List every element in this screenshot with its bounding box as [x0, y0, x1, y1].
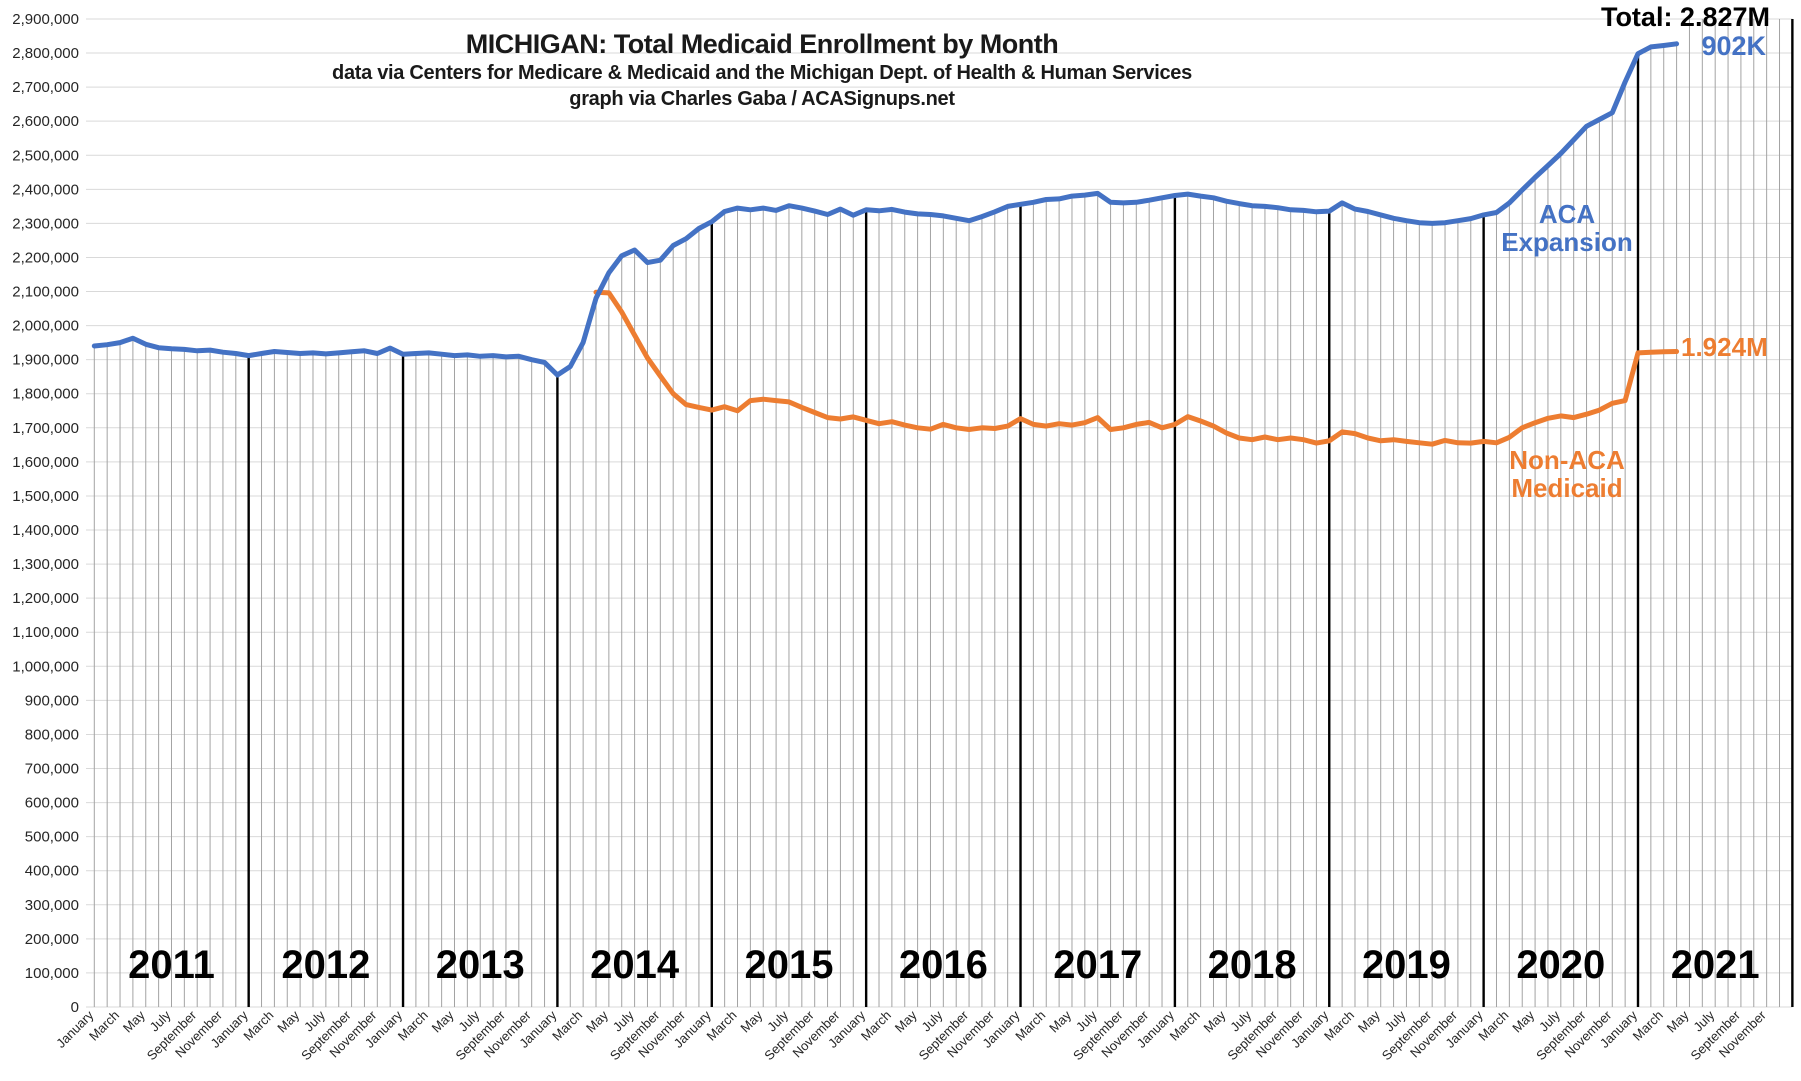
y-tick-label: 1,100,000	[12, 624, 79, 641]
total-value-annotation: Total: 2.827M	[1600, 2, 1770, 32]
nonaca-value-annotation: 1.924M	[1681, 332, 1768, 362]
x-tick-label: May	[1355, 1007, 1383, 1035]
year-label: 2019	[1362, 943, 1451, 987]
x-tick-label: May	[1046, 1007, 1074, 1035]
y-tick-label: 0	[71, 999, 79, 1016]
y-tick-label: 2,900,000	[12, 11, 79, 28]
y-tick-label: 1,500,000	[12, 488, 79, 505]
x-tick-label: May	[120, 1007, 148, 1035]
y-tick-label: 200,000	[25, 931, 79, 948]
x-tick-label: May	[1664, 1007, 1692, 1035]
x-tick-label: March	[240, 1008, 276, 1044]
x-tick-label: March	[395, 1008, 431, 1044]
x-tick-label: March	[1630, 1008, 1666, 1044]
y-tick-label: 2,800,000	[12, 45, 79, 62]
y-tick-label: 2,300,000	[12, 215, 79, 232]
year-label: 2013	[436, 943, 525, 987]
y-tick-label: 1,300,000	[12, 556, 79, 573]
nonaca-medicaid-line	[593, 289, 1680, 447]
y-tick-label: 1,000,000	[12, 658, 79, 675]
y-tick-label: 500,000	[25, 829, 79, 846]
year-label: 2011	[128, 943, 215, 987]
y-tick-label: 800,000	[25, 726, 79, 743]
y-tick-label: 300,000	[25, 897, 79, 914]
year-label: 2012	[281, 943, 370, 987]
y-tick-label: 600,000	[25, 795, 79, 812]
y-tick-label: 900,000	[25, 692, 79, 709]
x-tick-label: May	[737, 1007, 765, 1035]
x-tick-label: May	[1509, 1007, 1537, 1035]
x-tick-label: March	[86, 1008, 122, 1044]
y-tick-label: 1,900,000	[12, 352, 79, 369]
year-label: 2016	[899, 943, 988, 987]
year-label: 2014	[590, 943, 680, 987]
x-tick-label: May	[274, 1007, 302, 1035]
x-tick-label: March	[1167, 1008, 1203, 1044]
x-tick-label: March	[703, 1008, 739, 1044]
nonaca-series-label: Non-ACA Medicaid	[1467, 446, 1667, 502]
y-tick-label: 2,700,000	[12, 79, 79, 96]
y-tick-label: 1,800,000	[12, 386, 79, 403]
aca-expansion-label-line1: ACA	[1538, 199, 1596, 229]
x-tick-label: March	[549, 1008, 585, 1044]
x-tick-label: March	[858, 1008, 894, 1044]
x-tick-label: March	[1321, 1008, 1357, 1044]
y-tick-label: 2,400,000	[12, 181, 79, 198]
aca-expansion-series-label: ACA Expansion	[1467, 200, 1667, 256]
total-medicaid-line	[91, 41, 1680, 378]
x-tick-label: March	[1475, 1008, 1511, 1044]
x-tick-label: March	[1012, 1008, 1048, 1044]
x-tick-label: May	[1200, 1007, 1228, 1035]
y-tick-label: 1,200,000	[12, 590, 79, 607]
y-tick-label: 1,600,000	[12, 454, 79, 471]
nonaca-label-line2: Medicaid	[1511, 473, 1623, 503]
year-label: 2017	[1053, 943, 1142, 987]
nonaca-label-line1: Non-ACA	[1509, 445, 1625, 475]
year-label: 2018	[1208, 943, 1297, 987]
year-label: 2020	[1516, 943, 1605, 987]
y-tick-label: 100,000	[25, 965, 79, 982]
y-tick-label: 2,000,000	[12, 318, 79, 335]
y-tick-label: 1,400,000	[12, 522, 79, 539]
y-tick-label: 700,000	[25, 761, 79, 778]
x-tick-label: May	[583, 1007, 611, 1035]
expansion-value-annotation: 902K	[1701, 31, 1766, 61]
year-label: 2021	[1671, 943, 1760, 987]
y-tick-label: 1,700,000	[12, 420, 79, 437]
aca-expansion-label-line2: Expansion	[1501, 227, 1633, 257]
y-tick-label: 2,500,000	[12, 147, 79, 164]
y-tick-label: 2,600,000	[12, 113, 79, 130]
x-tick-label: May	[892, 1007, 920, 1035]
y-tick-label: 400,000	[25, 863, 79, 880]
y-tick-label: 2,100,000	[12, 284, 79, 301]
y-tick-label: 2,200,000	[12, 249, 79, 266]
year-label: 2015	[744, 943, 833, 987]
x-tick-label: May	[429, 1007, 457, 1035]
